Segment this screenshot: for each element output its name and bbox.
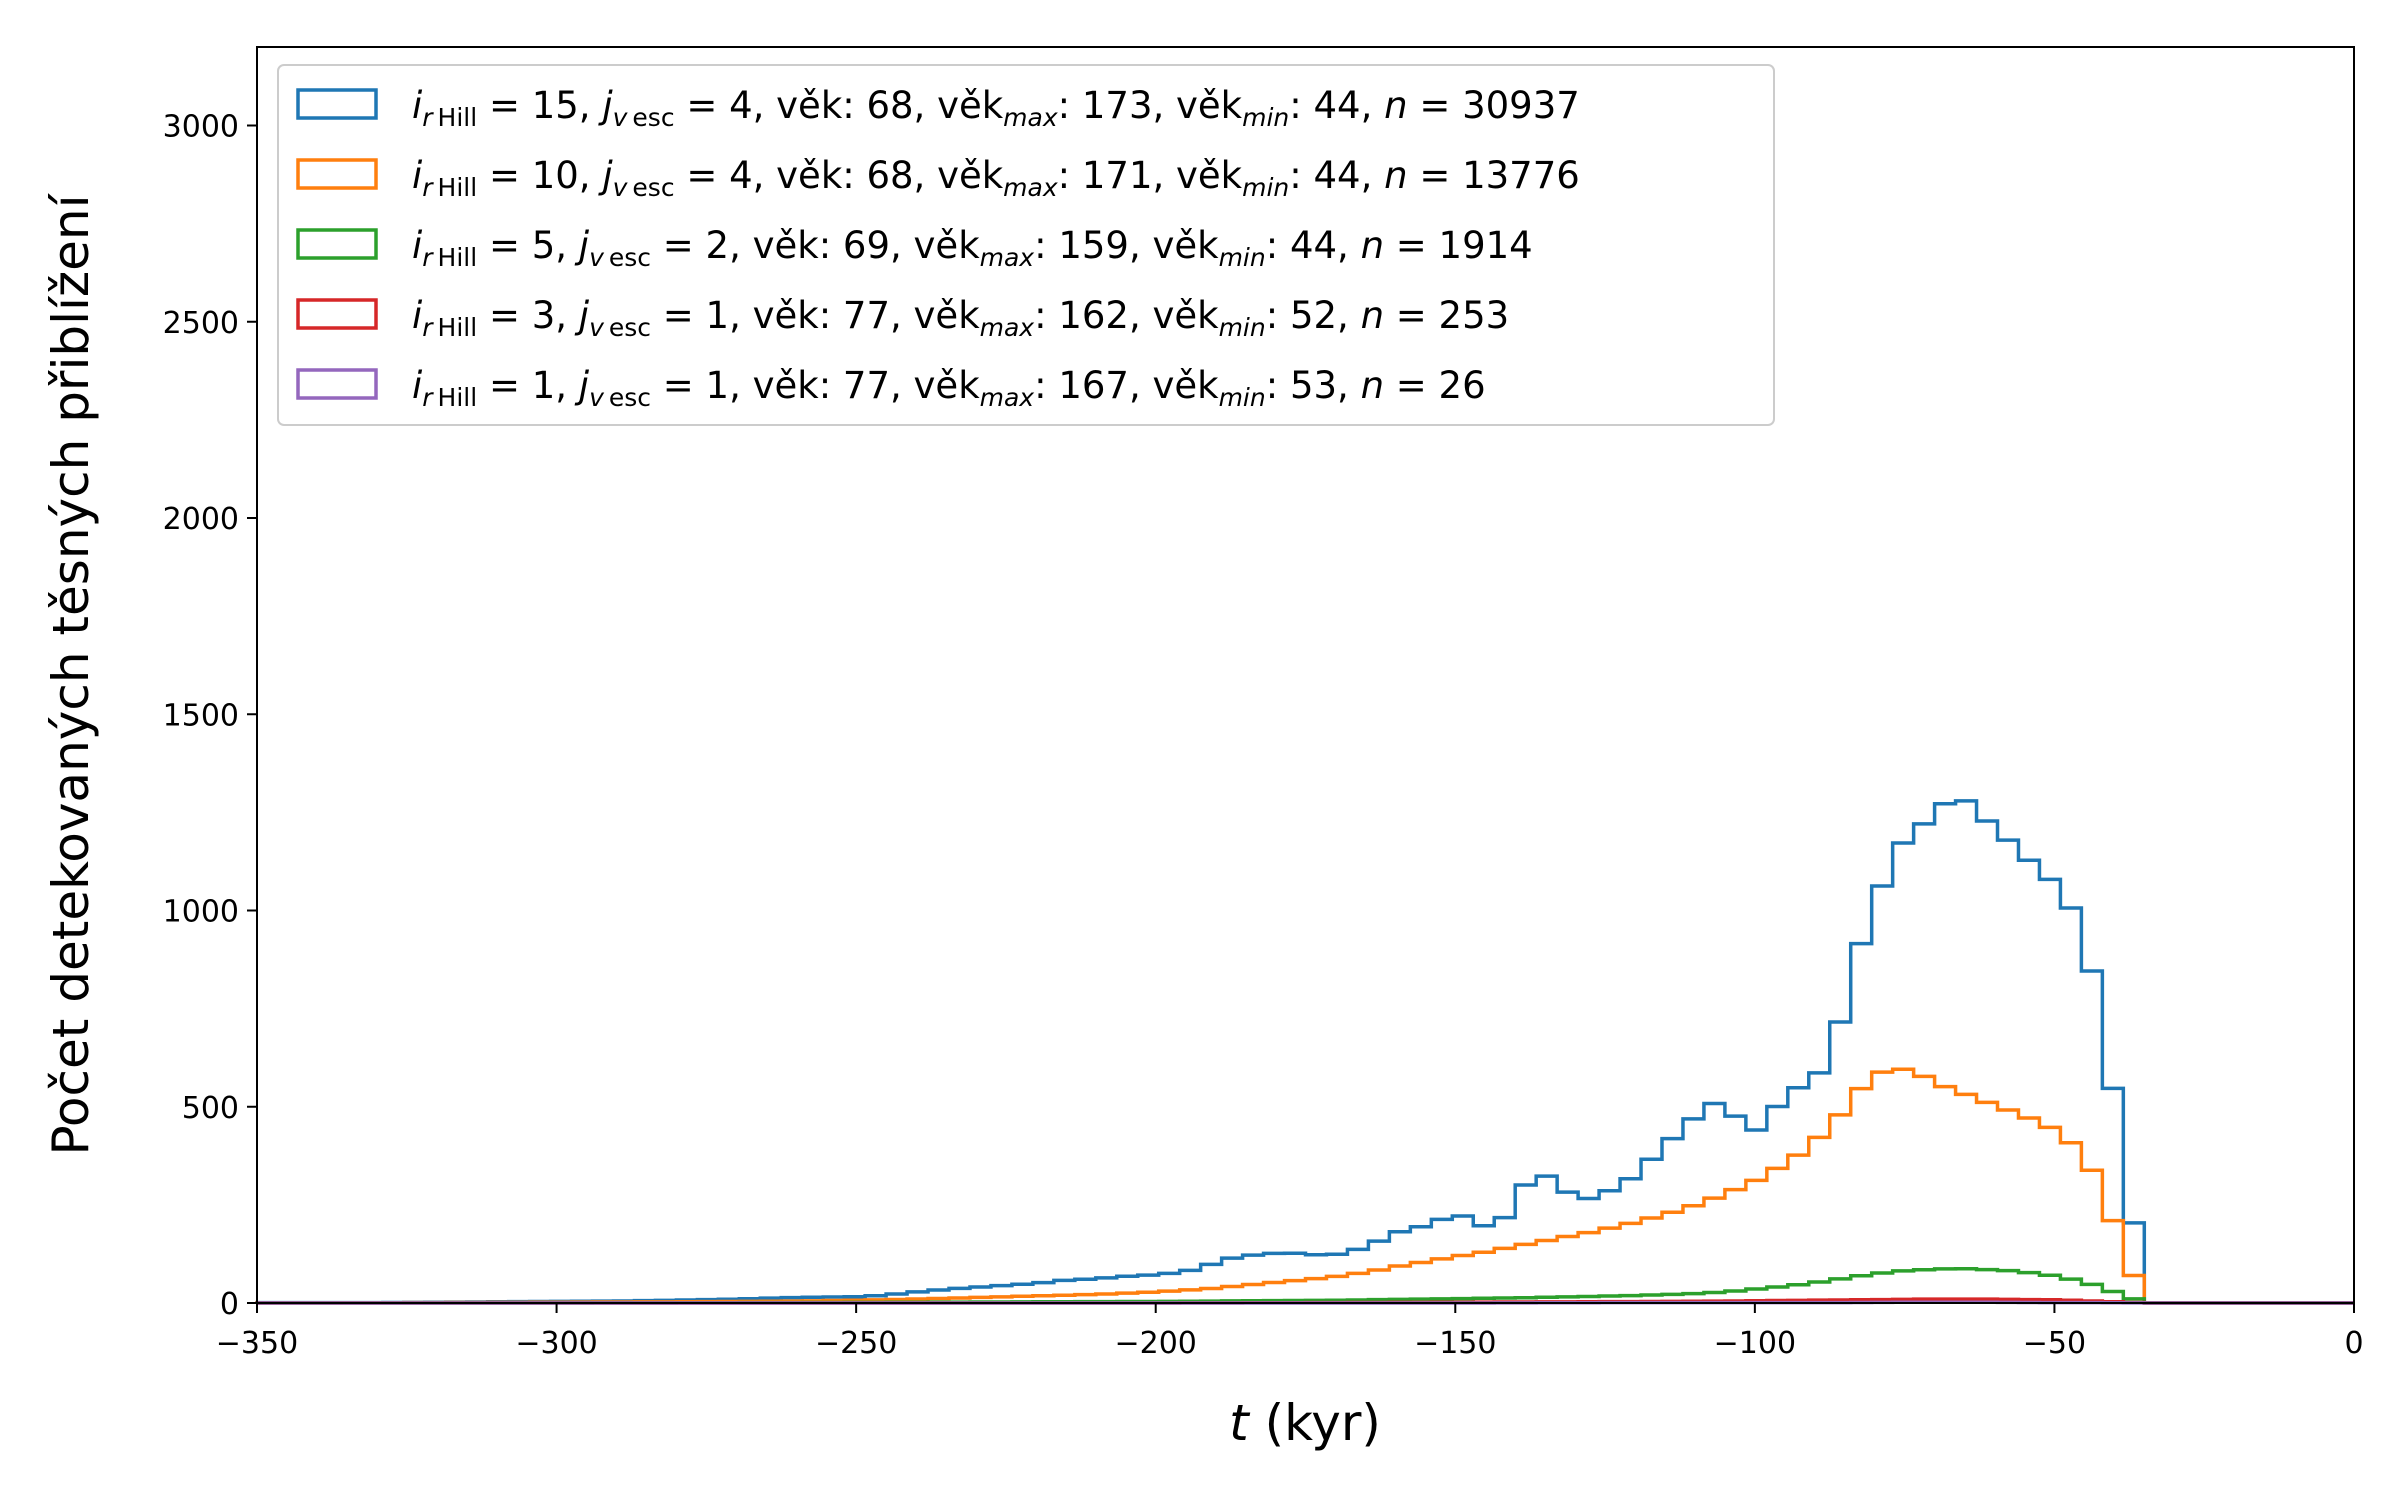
x-axis-ticks: −350 −300 −250 −200 −150 −100 −50 0 (216, 1303, 2364, 1361)
y-tick-label: 500 (182, 1091, 239, 1126)
legend-label: ir Hill = 3, jv esc = 1, věk: 77, věkmax… (412, 294, 1509, 342)
legend-entry-4: ir Hill = 3, jv esc = 1, věk: 77, věkmax… (296, 294, 1509, 342)
x-tick-label: −50 (2023, 1326, 2086, 1361)
x-tick-label: −350 (216, 1326, 298, 1361)
legend-swatch (296, 228, 378, 260)
x-axis-label: t (kyr) (1229, 1394, 1381, 1452)
y-tick-label: 0 (220, 1287, 239, 1322)
legend-label: ir Hill = 15, jv esc = 4, věk: 68, věkma… (412, 84, 1580, 132)
x-tick-label: −300 (515, 1326, 597, 1361)
legend-entry-1: ir Hill = 15, jv esc = 4, věk: 68, věkma… (296, 84, 1580, 132)
legend-label: ir Hill = 10, jv esc = 4, věk: 68, věkma… (412, 154, 1580, 202)
x-axis-label-variable: t (1229, 1394, 1251, 1452)
legend-box (277, 64, 1775, 426)
legend-swatch (296, 368, 378, 400)
legend-entries: ir Hill = 15, jv esc = 4, věk: 68, věkma… (296, 84, 1580, 412)
y-tick-label: 1000 (163, 895, 239, 930)
x-tick-label: −200 (1115, 1326, 1197, 1361)
legend-label: ir Hill = 1, jv esc = 1, věk: 77, věkmax… (412, 364, 1486, 412)
legend-label: ir Hill = 5, jv esc = 2, věk: 69, věkmax… (412, 224, 1533, 272)
x-tick-label: 0 (2344, 1326, 2363, 1361)
legend-entry-5: ir Hill = 1, jv esc = 1, věk: 77, věkmax… (296, 364, 1486, 412)
x-tick-label: −150 (1414, 1326, 1496, 1361)
y-tick-label: 1500 (163, 698, 239, 733)
y-tick-label: 2500 (163, 306, 239, 341)
y-axis-label: Počet detekovaných těsných přiblížení (42, 192, 100, 1155)
x-tick-label: −100 (1714, 1326, 1796, 1361)
y-tick-label: 3000 (163, 110, 239, 145)
legend: ir Hill = 15, jv esc = 4, věk: 68, věkma… (277, 64, 1775, 426)
x-tick-label: −250 (815, 1326, 897, 1361)
legend-swatch (296, 298, 378, 330)
legend-entry-3: ir Hill = 5, jv esc = 2, věk: 69, věkmax… (296, 224, 1533, 272)
plot-frame (256, 46, 2355, 1304)
legend-swatch (296, 88, 378, 120)
x-axis-label-unit: (kyr) (1249, 1394, 1381, 1452)
legend-swatch (296, 158, 378, 190)
y-tick-label: 2000 (163, 502, 239, 537)
legend-entry-2: ir Hill = 10, jv esc = 4, věk: 68, věkma… (296, 154, 1580, 202)
y-axis-ticks: 0 500 1000 1500 2000 2500 3000 (163, 110, 257, 1322)
